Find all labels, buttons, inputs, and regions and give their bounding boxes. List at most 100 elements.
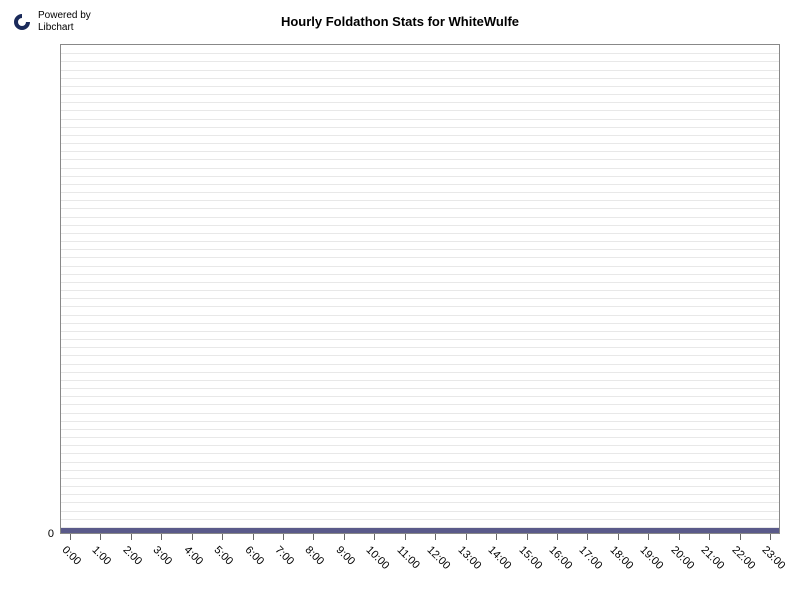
grid-line [61, 266, 779, 267]
grid-line [61, 119, 779, 120]
grid-line [61, 249, 779, 250]
grid-line [61, 208, 779, 209]
x-tick [770, 534, 771, 540]
x-tick [740, 534, 741, 540]
x-tick-label: 8:00 [303, 544, 327, 568]
grid-line [61, 135, 779, 136]
x-tick [131, 534, 132, 540]
grid-line [61, 429, 779, 430]
x-tick-label: 20:00 [668, 544, 696, 572]
grid-line [61, 86, 779, 87]
x-tick-label: 17:00 [577, 544, 605, 572]
logo-container: Powered by Libchart [12, 10, 91, 34]
x-tick-label: 5:00 [212, 544, 236, 568]
chart-title: Hourly Foldathon Stats for WhiteWulfe [281, 14, 519, 29]
x-tick [587, 534, 588, 540]
x-tick [374, 534, 375, 540]
x-tick [679, 534, 680, 540]
x-tick [253, 534, 254, 540]
grid-line [61, 462, 779, 463]
x-tick-label: 9:00 [333, 544, 357, 568]
grid-line [61, 176, 779, 177]
x-tick-label: 0:00 [60, 544, 84, 568]
grid-line [61, 486, 779, 487]
grid-line [61, 347, 779, 348]
grid-line [61, 200, 779, 201]
grid-line [61, 470, 779, 471]
grid-line [61, 388, 779, 389]
grid-line [61, 298, 779, 299]
grid-line [61, 225, 779, 226]
grid-line [61, 364, 779, 365]
grid-line [61, 257, 779, 258]
x-tick-label: 23:00 [760, 544, 788, 572]
plot-area [60, 44, 780, 534]
x-tick-label: 19:00 [638, 544, 666, 572]
powered-by-line2: Libchart [38, 22, 91, 34]
x-tick [161, 534, 162, 540]
x-tick [100, 534, 101, 540]
grid-line [61, 372, 779, 373]
grid-line [61, 168, 779, 169]
logo-text: Powered by Libchart [38, 10, 91, 34]
grid-line [61, 519, 779, 520]
grid-line [61, 404, 779, 405]
x-tick-label: 22:00 [729, 544, 757, 572]
powered-by-line1: Powered by [38, 10, 91, 22]
grid-line [61, 315, 779, 316]
grid-line [61, 339, 779, 340]
grid-line [61, 70, 779, 71]
grid-line [61, 478, 779, 479]
grid-line [61, 184, 779, 185]
x-tick-label: 21:00 [699, 544, 727, 572]
grid-line [61, 53, 779, 54]
grid-line [61, 94, 779, 95]
grid-line [61, 217, 779, 218]
x-tick [618, 534, 619, 540]
grid-line [61, 306, 779, 307]
x-tick-label: 6:00 [242, 544, 266, 568]
x-tick-label: 10:00 [364, 544, 392, 572]
x-tick [527, 534, 528, 540]
grid-line [61, 110, 779, 111]
x-tick-label: 2:00 [120, 544, 144, 568]
grid-line [61, 380, 779, 381]
x-tick [222, 534, 223, 540]
grid-line [61, 274, 779, 275]
x-tick [405, 534, 406, 540]
grid-line [61, 453, 779, 454]
x-tick-label: 7:00 [273, 544, 297, 568]
grid-line [61, 233, 779, 234]
grid-line [61, 396, 779, 397]
x-tick [648, 534, 649, 540]
x-tick-label: 14:00 [486, 544, 514, 572]
x-tick [344, 534, 345, 540]
grid-line [61, 355, 779, 356]
x-tick [557, 534, 558, 540]
x-tick [192, 534, 193, 540]
y-tick-label: 0 [48, 528, 54, 540]
x-tick-label: 15:00 [516, 544, 544, 572]
grid-line [61, 511, 779, 512]
grid-line [61, 413, 779, 414]
x-tick-label: 1:00 [90, 544, 114, 568]
grid-line [61, 323, 779, 324]
x-tick-label: 16:00 [546, 544, 574, 572]
x-tick [496, 534, 497, 540]
grid-line [61, 290, 779, 291]
grid-line [61, 192, 779, 193]
grid-line [61, 494, 779, 495]
grid-line [61, 78, 779, 79]
grid-line [61, 282, 779, 283]
grid-line [61, 241, 779, 242]
x-tick [466, 534, 467, 540]
x-tick-label: 11:00 [394, 544, 421, 571]
grid-line [61, 159, 779, 160]
grid-line [61, 421, 779, 422]
grid-lines [61, 45, 779, 533]
x-tick [70, 534, 71, 540]
grid-line [61, 331, 779, 332]
grid-line [61, 437, 779, 438]
x-tick-label: 12:00 [425, 544, 453, 572]
x-tick [313, 534, 314, 540]
